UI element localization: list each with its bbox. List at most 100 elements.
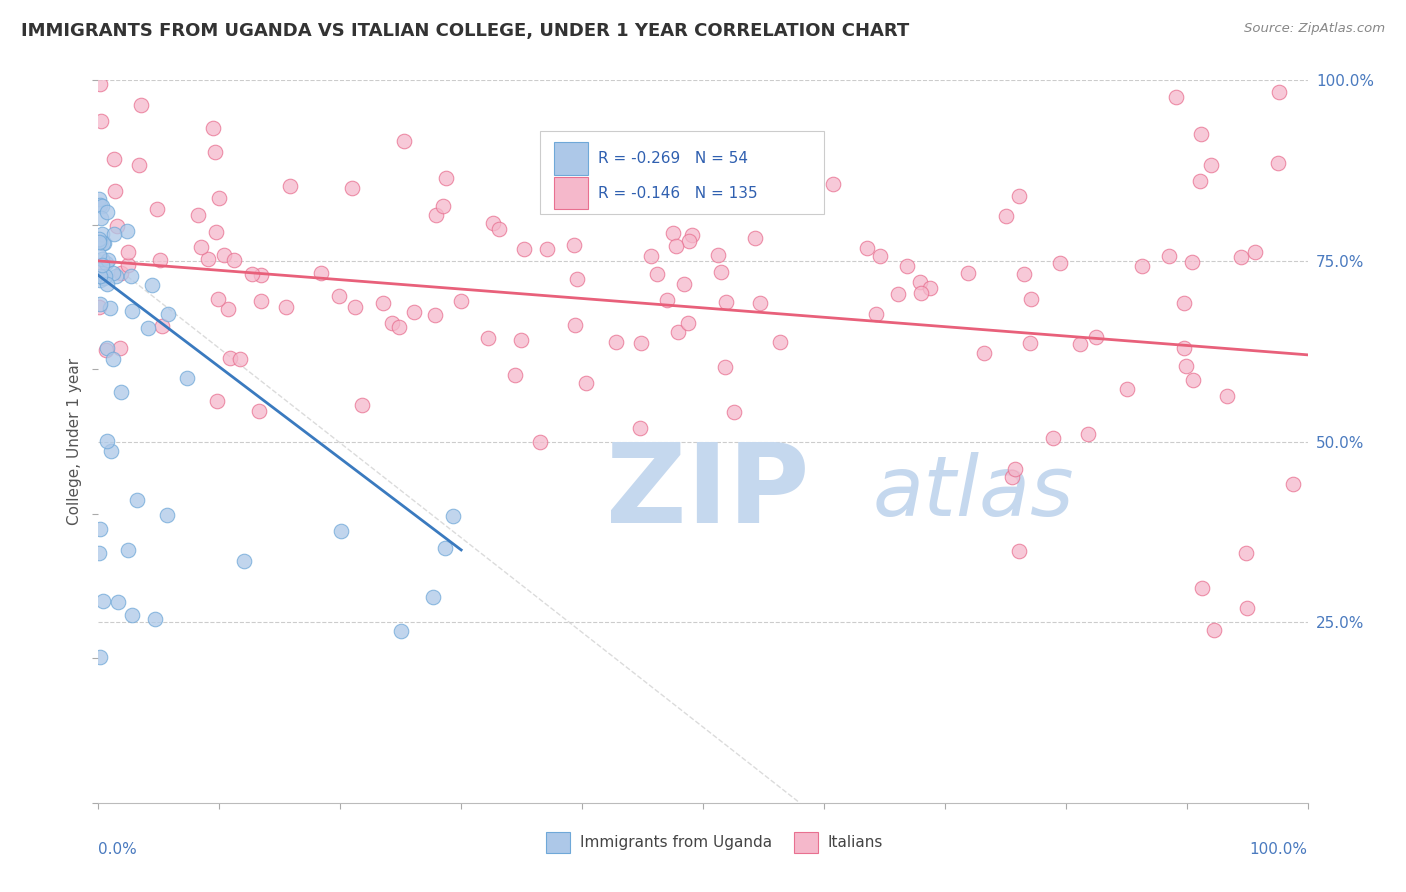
Point bbox=[217, 301, 239, 316]
Bar bbox=[546, 831, 569, 854]
Point bbox=[90, 258, 112, 272]
Point bbox=[202, 121, 225, 136]
Point bbox=[910, 275, 932, 289]
Point bbox=[93, 271, 115, 285]
Point bbox=[352, 398, 374, 412]
Point bbox=[329, 524, 352, 538]
Point bbox=[441, 509, 464, 524]
Point bbox=[957, 266, 980, 280]
Point bbox=[740, 194, 762, 209]
Point bbox=[678, 235, 700, 249]
Point bbox=[115, 224, 138, 238]
Point bbox=[105, 219, 128, 233]
Point bbox=[197, 252, 219, 266]
Point bbox=[973, 345, 995, 359]
Point bbox=[278, 178, 301, 193]
Point bbox=[187, 208, 209, 222]
Point bbox=[855, 241, 877, 255]
Point bbox=[205, 225, 228, 239]
Point bbox=[688, 169, 710, 183]
Point bbox=[204, 145, 226, 159]
Point bbox=[125, 492, 148, 507]
Point bbox=[371, 296, 394, 310]
Point bbox=[157, 307, 180, 321]
Point bbox=[896, 259, 918, 273]
Point bbox=[565, 272, 588, 286]
Point bbox=[477, 330, 499, 344]
Point bbox=[425, 309, 447, 323]
Point bbox=[103, 227, 125, 241]
Point bbox=[110, 266, 132, 280]
Point bbox=[110, 341, 132, 355]
Point bbox=[389, 624, 412, 638]
Text: Italians: Italians bbox=[828, 835, 883, 850]
Point bbox=[582, 190, 605, 204]
Point bbox=[87, 247, 110, 261]
Point bbox=[381, 316, 404, 330]
Point bbox=[1042, 431, 1064, 445]
Point bbox=[1204, 623, 1226, 637]
Point bbox=[676, 316, 699, 330]
Point bbox=[212, 248, 235, 262]
Point bbox=[488, 222, 510, 236]
Point bbox=[121, 607, 143, 622]
Point bbox=[96, 277, 118, 292]
Point bbox=[90, 211, 112, 226]
Point bbox=[1191, 581, 1213, 595]
Point bbox=[1181, 373, 1204, 387]
Text: atlas: atlas bbox=[872, 451, 1074, 533]
Point bbox=[340, 181, 363, 195]
Point bbox=[1164, 89, 1187, 103]
Point bbox=[647, 267, 669, 281]
Point bbox=[207, 292, 229, 306]
Point bbox=[110, 385, 132, 400]
Point bbox=[564, 238, 586, 252]
Point bbox=[513, 243, 536, 257]
Point bbox=[1174, 359, 1197, 374]
Point bbox=[328, 289, 350, 303]
Point bbox=[96, 204, 118, 219]
Point bbox=[1244, 245, 1267, 260]
Point bbox=[655, 293, 678, 308]
Text: ZIP: ZIP bbox=[606, 439, 810, 546]
Point bbox=[89, 522, 111, 536]
Point bbox=[1234, 546, 1257, 560]
Point bbox=[117, 259, 139, 273]
Point bbox=[94, 269, 117, 284]
Point bbox=[1012, 268, 1035, 282]
Point bbox=[93, 235, 115, 250]
Point bbox=[89, 300, 111, 314]
Point bbox=[276, 300, 298, 314]
Point bbox=[1173, 341, 1195, 355]
Point bbox=[541, 172, 564, 186]
Point bbox=[510, 333, 533, 347]
Point bbox=[143, 612, 166, 626]
Point bbox=[388, 320, 411, 334]
Point bbox=[710, 264, 733, 278]
Point bbox=[714, 295, 737, 310]
Point bbox=[425, 208, 447, 222]
Point bbox=[630, 336, 652, 351]
Point bbox=[574, 376, 596, 390]
FancyBboxPatch shape bbox=[540, 131, 824, 214]
Point bbox=[103, 352, 125, 367]
Point bbox=[100, 444, 122, 458]
Point bbox=[1157, 250, 1180, 264]
Point bbox=[628, 421, 651, 435]
Point bbox=[1181, 254, 1204, 268]
Point bbox=[661, 226, 683, 240]
Point bbox=[242, 268, 264, 282]
Point bbox=[91, 593, 114, 607]
Point bbox=[229, 352, 252, 367]
Point bbox=[121, 304, 143, 318]
Point bbox=[128, 157, 150, 171]
Point bbox=[89, 273, 111, 287]
Point bbox=[869, 249, 891, 263]
Point bbox=[96, 341, 118, 355]
Bar bbox=[554, 177, 588, 210]
Point bbox=[309, 266, 332, 280]
Point bbox=[89, 77, 111, 91]
Point bbox=[640, 249, 662, 263]
Text: Source: ZipAtlas.com: Source: ZipAtlas.com bbox=[1244, 22, 1385, 36]
Point bbox=[107, 595, 129, 609]
